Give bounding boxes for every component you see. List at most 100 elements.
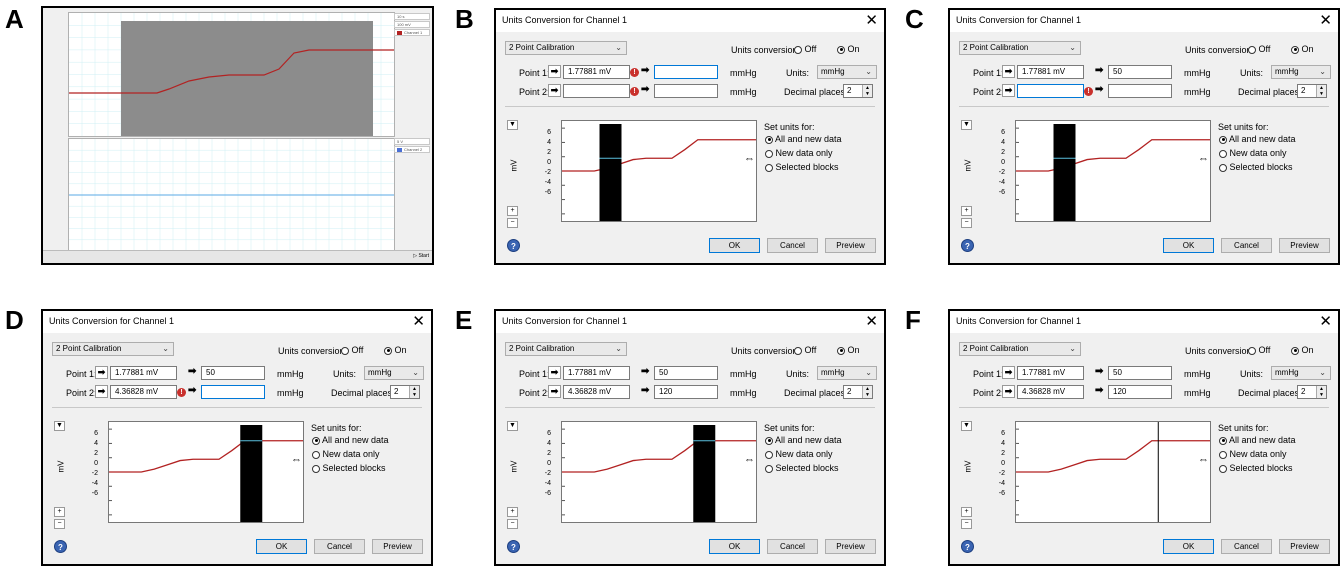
preview-button[interactable]: Preview xyxy=(825,539,876,554)
point-2-grab-button[interactable]: ➡ xyxy=(1002,84,1015,97)
all-and-new-data-radio[interactable]: All and new data xyxy=(765,134,842,144)
point-1-value-field[interactable]: 50 xyxy=(201,366,265,380)
cancel-button[interactable]: Cancel xyxy=(767,238,818,253)
new-data-only-radio[interactable]: New data only xyxy=(1219,148,1287,158)
units-select[interactable]: mmHg ⌄ xyxy=(817,65,877,79)
on-radio[interactable]: On xyxy=(1291,44,1314,54)
cancel-button[interactable]: Cancel xyxy=(314,539,365,554)
off-radio[interactable]: Off xyxy=(341,345,363,355)
close-icon[interactable]: ✕ xyxy=(412,313,425,330)
point-2-raw-field[interactable]: 4.36828 mV xyxy=(563,385,630,399)
close-icon[interactable]: ✕ xyxy=(865,313,878,330)
new-data-only-radio[interactable]: New data only xyxy=(1219,449,1287,459)
collapse-button[interactable]: ▼ xyxy=(961,421,972,431)
point-1-value-field[interactable]: 50 xyxy=(1108,65,1172,79)
stepper-arrows-icon[interactable]: ▲ ▼ xyxy=(1316,85,1326,97)
point-1-value-field[interactable]: 50 xyxy=(654,366,718,380)
ok-button[interactable]: OK xyxy=(1163,238,1214,253)
point-2-grab-button[interactable]: ➡ xyxy=(95,385,108,398)
calibration-mode-select[interactable]: 2 Point Calibration ⌄ xyxy=(52,342,174,356)
preview-chart[interactable] xyxy=(1015,120,1211,222)
point-1-value-field[interactable]: 50 xyxy=(1108,366,1172,380)
cancel-button[interactable]: Cancel xyxy=(767,539,818,554)
decimal-places-stepper[interactable]: 2 ▲ ▼ xyxy=(1297,84,1327,98)
channel-1-plot[interactable] xyxy=(68,12,395,137)
zoom-out-button[interactable]: − xyxy=(961,218,972,228)
point-1-grab-button[interactable]: ➡ xyxy=(1002,366,1015,379)
point-2-raw-field[interactable]: 4.36828 mV xyxy=(110,385,177,399)
off-radio[interactable]: Off xyxy=(1248,44,1270,54)
new-data-only-radio[interactable]: New data only xyxy=(765,449,833,459)
ok-button[interactable]: OK xyxy=(256,539,307,554)
preview-button[interactable]: Preview xyxy=(372,539,423,554)
new-data-only-radio[interactable]: New data only xyxy=(312,449,380,459)
preview-chart[interactable] xyxy=(108,421,304,523)
preview-button[interactable]: Preview xyxy=(1279,539,1330,554)
selected-blocks-radio[interactable]: Selected blocks xyxy=(312,463,386,473)
calibration-mode-select[interactable]: 2 Point Calibration ⌄ xyxy=(505,41,627,55)
decimal-places-stepper[interactable]: 2 ▲ ▼ xyxy=(843,385,873,399)
zoom-out-button[interactable]: − xyxy=(507,519,518,529)
point-1-grab-button[interactable]: ➡ xyxy=(548,65,561,78)
channel-1-name[interactable]: Channel 1 xyxy=(394,29,430,36)
zoom-in-button[interactable]: + xyxy=(961,507,972,517)
preview-button[interactable]: Preview xyxy=(825,238,876,253)
off-radio[interactable]: Off xyxy=(1248,345,1270,355)
help-icon[interactable]: ? xyxy=(507,540,520,553)
decimal-places-stepper[interactable]: 2 ▲ ▼ xyxy=(1297,385,1327,399)
on-radio[interactable]: On xyxy=(384,345,407,355)
stepper-arrows-icon[interactable]: ▲ ▼ xyxy=(1316,386,1326,398)
point-1-grab-button[interactable]: ➡ xyxy=(95,366,108,379)
units-select[interactable]: mmHg ⌄ xyxy=(1271,366,1331,380)
point-2-raw-field[interactable] xyxy=(563,84,630,98)
point-1-value-field[interactable] xyxy=(654,65,718,79)
off-radio[interactable]: Off xyxy=(794,44,816,54)
collapse-button[interactable]: ▼ xyxy=(507,421,518,431)
zoom-out-button[interactable]: − xyxy=(507,218,518,228)
point-2-value-field[interactable] xyxy=(201,385,265,399)
zoom-in-button[interactable]: + xyxy=(961,206,972,216)
point-1-raw-field[interactable]: 1.77881 mV xyxy=(1017,366,1084,380)
off-radio[interactable]: Off xyxy=(794,345,816,355)
calibration-mode-select[interactable]: 2 Point Calibration ⌄ xyxy=(959,41,1081,55)
point-2-value-field[interactable]: 120 xyxy=(1108,385,1172,399)
point-1-grab-button[interactable]: ➡ xyxy=(1002,65,1015,78)
zoom-out-button[interactable]: − xyxy=(961,519,972,529)
help-icon[interactable]: ? xyxy=(507,239,520,252)
all-and-new-data-radio[interactable]: All and new data xyxy=(1219,435,1296,445)
point-2-raw-field[interactable] xyxy=(1017,84,1084,98)
decimal-places-stepper[interactable]: 2 ▲ ▼ xyxy=(390,385,420,399)
help-icon[interactable]: ? xyxy=(961,239,974,252)
selected-blocks-radio[interactable]: Selected blocks xyxy=(765,162,839,172)
collapse-button[interactable]: ▼ xyxy=(54,421,65,431)
all-and-new-data-radio[interactable]: All and new data xyxy=(765,435,842,445)
units-select[interactable]: mmHg ⌄ xyxy=(364,366,424,380)
preview-chart[interactable] xyxy=(561,421,757,523)
stepper-arrows-icon[interactable]: ▲ ▼ xyxy=(862,85,872,97)
start-button[interactable]: ▷ Start xyxy=(413,253,429,259)
cancel-button[interactable]: Cancel xyxy=(1221,539,1272,554)
zoom-out-button[interactable]: − xyxy=(54,519,65,529)
collapse-button[interactable]: ▼ xyxy=(507,120,518,130)
close-icon[interactable]: ✕ xyxy=(1319,313,1332,330)
point-2-grab-button[interactable]: ➡ xyxy=(548,84,561,97)
zoom-in-button[interactable]: + xyxy=(507,206,518,216)
point-1-raw-field[interactable]: 1.77881 mV xyxy=(110,366,177,380)
selected-blocks-radio[interactable]: Selected blocks xyxy=(765,463,839,473)
point-1-grab-button[interactable]: ➡ xyxy=(548,366,561,379)
point-1-raw-field[interactable]: 1.77881 mV xyxy=(563,366,630,380)
all-and-new-data-radio[interactable]: All and new data xyxy=(1219,134,1296,144)
decimal-places-stepper[interactable]: 2 ▲ ▼ xyxy=(843,84,873,98)
channel-2-scale[interactable]: 5 V xyxy=(394,138,430,145)
calibration-mode-select[interactable]: 2 Point Calibration ⌄ xyxy=(959,342,1081,356)
on-radio[interactable]: On xyxy=(837,345,860,355)
point-1-raw-field[interactable]: 1.77881 mV xyxy=(1017,65,1084,79)
point-2-value-field[interactable] xyxy=(654,84,718,98)
help-icon[interactable]: ? xyxy=(961,540,974,553)
preview-button[interactable]: Preview xyxy=(1279,238,1330,253)
new-data-only-radio[interactable]: New data only xyxy=(765,148,833,158)
all-and-new-data-radio[interactable]: All and new data xyxy=(312,435,389,445)
stepper-arrows-icon[interactable]: ▲ ▼ xyxy=(409,386,419,398)
units-select[interactable]: mmHg ⌄ xyxy=(817,366,877,380)
channel-2-name[interactable]: Channel 2 xyxy=(394,146,430,153)
